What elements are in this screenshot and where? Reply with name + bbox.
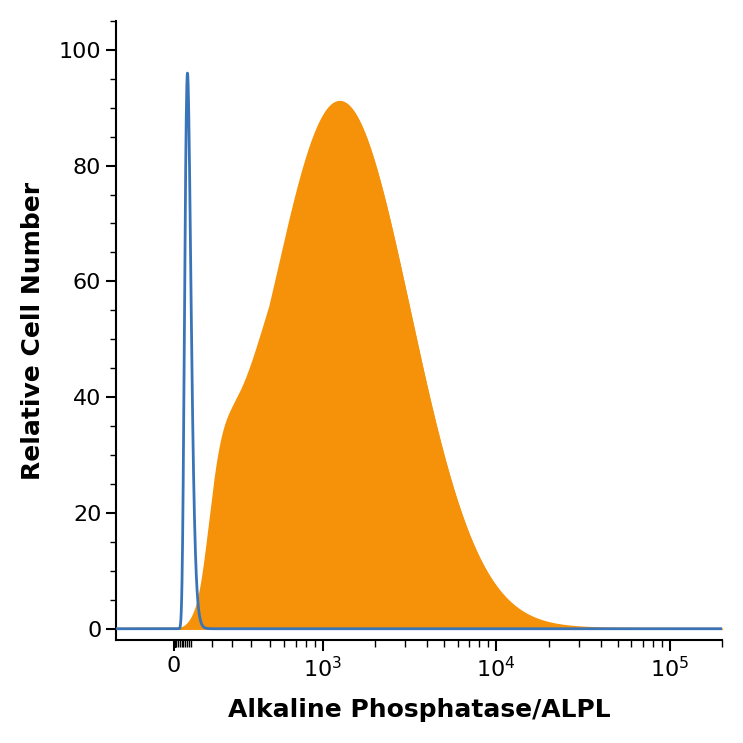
X-axis label: Alkaline Phosphatase/ALPL: Alkaline Phosphatase/ALPL (228, 698, 610, 722)
Y-axis label: Relative Cell Number: Relative Cell Number (21, 181, 45, 480)
